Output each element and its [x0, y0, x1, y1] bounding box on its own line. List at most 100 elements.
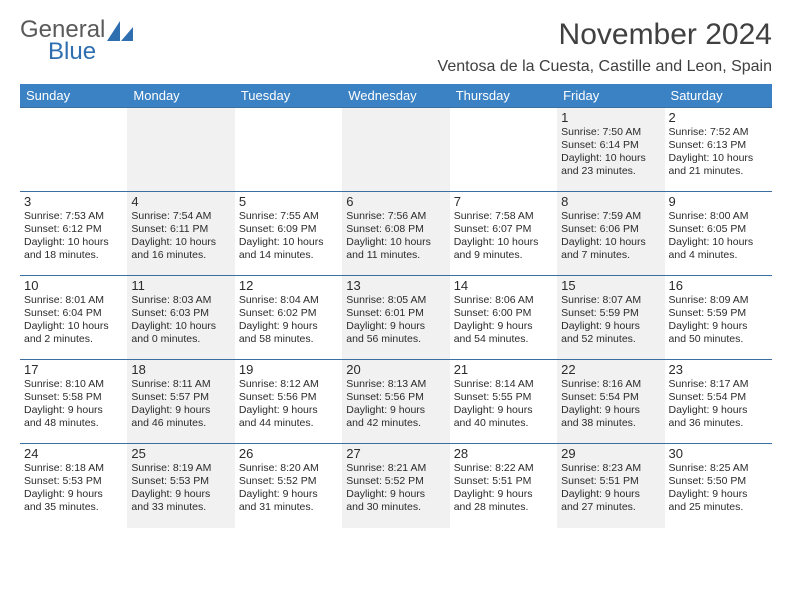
calendar-cell: 2Sunrise: 7:52 AMSunset: 6:13 PMDaylight… — [665, 108, 772, 192]
daylight-text: and 11 minutes. — [346, 249, 445, 262]
calendar-cell — [20, 108, 127, 192]
sunrise-text: Sunrise: 8:14 AM — [454, 378, 553, 391]
sunset-text: Sunset: 5:50 PM — [669, 475, 768, 488]
calendar-cell: 18Sunrise: 8:11 AMSunset: 5:57 PMDayligh… — [127, 360, 234, 444]
sunset-text: Sunset: 5:51 PM — [454, 475, 553, 488]
sunrise-text: Sunrise: 8:03 AM — [131, 294, 230, 307]
location-subtitle: Ventosa de la Cuesta, Castille and Leon,… — [438, 58, 772, 76]
sunset-text: Sunset: 5:58 PM — [24, 391, 123, 404]
sunrise-text: Sunrise: 7:52 AM — [669, 126, 768, 139]
sunset-text: Sunset: 5:59 PM — [669, 307, 768, 320]
calendar-cell: 8Sunrise: 7:59 AMSunset: 6:06 PMDaylight… — [557, 192, 664, 276]
day-number: 14 — [454, 278, 553, 293]
sunset-text: Sunset: 5:52 PM — [239, 475, 338, 488]
sunset-text: Sunset: 6:01 PM — [346, 307, 445, 320]
sunset-text: Sunset: 5:53 PM — [24, 475, 123, 488]
day-number: 2 — [669, 110, 768, 125]
sunrise-text: Sunrise: 7:56 AM — [346, 210, 445, 223]
day-number: 23 — [669, 362, 768, 377]
day-number: 1 — [561, 110, 660, 125]
weekday-header: Monday — [127, 84, 234, 108]
weekday-header: Wednesday — [342, 84, 449, 108]
sunrise-text: Sunrise: 8:12 AM — [239, 378, 338, 391]
sunrise-text: Sunrise: 7:58 AM — [454, 210, 553, 223]
weekday-header: Sunday — [20, 84, 127, 108]
calendar-cell — [450, 108, 557, 192]
sunrise-text: Sunrise: 8:18 AM — [24, 462, 123, 475]
sunset-text: Sunset: 6:03 PM — [131, 307, 230, 320]
daylight-text: Daylight: 10 hours — [561, 152, 660, 165]
daylight-text: and 30 minutes. — [346, 501, 445, 514]
day-number: 17 — [24, 362, 123, 377]
day-number: 29 — [561, 446, 660, 461]
calendar-cell: 17Sunrise: 8:10 AMSunset: 5:58 PMDayligh… — [20, 360, 127, 444]
calendar-cell: 25Sunrise: 8:19 AMSunset: 5:53 PMDayligh… — [127, 444, 234, 528]
header: General Blue November 2024 Ventosa de la… — [20, 18, 772, 76]
sunset-text: Sunset: 6:04 PM — [24, 307, 123, 320]
calendar-cell: 16Sunrise: 8:09 AMSunset: 5:59 PMDayligh… — [665, 276, 772, 360]
calendar-cell: 13Sunrise: 8:05 AMSunset: 6:01 PMDayligh… — [342, 276, 449, 360]
daylight-text: Daylight: 9 hours — [669, 488, 768, 501]
day-number: 19 — [239, 362, 338, 377]
sunset-text: Sunset: 5:56 PM — [239, 391, 338, 404]
sunset-text: Sunset: 6:14 PM — [561, 139, 660, 152]
daylight-text: and 4 minutes. — [669, 249, 768, 262]
daylight-text: Daylight: 10 hours — [24, 320, 123, 333]
daylight-text: Daylight: 9 hours — [346, 488, 445, 501]
daylight-text: and 44 minutes. — [239, 417, 338, 430]
calendar-table: Sunday Monday Tuesday Wednesday Thursday… — [20, 84, 772, 528]
daylight-text: Daylight: 9 hours — [346, 320, 445, 333]
sunrise-text: Sunrise: 8:25 AM — [669, 462, 768, 475]
daylight-text: Daylight: 10 hours — [131, 320, 230, 333]
sunset-text: Sunset: 6:00 PM — [454, 307, 553, 320]
day-number: 13 — [346, 278, 445, 293]
calendar-row: 3Sunrise: 7:53 AMSunset: 6:12 PMDaylight… — [20, 192, 772, 276]
sunset-text: Sunset: 5:52 PM — [346, 475, 445, 488]
sunset-text: Sunset: 5:54 PM — [669, 391, 768, 404]
daylight-text: and 42 minutes. — [346, 417, 445, 430]
calendar-cell: 14Sunrise: 8:06 AMSunset: 6:00 PMDayligh… — [450, 276, 557, 360]
daylight-text: Daylight: 9 hours — [669, 404, 768, 417]
daylight-text: Daylight: 10 hours — [561, 236, 660, 249]
daylight-text: Daylight: 10 hours — [669, 152, 768, 165]
calendar-row: 10Sunrise: 8:01 AMSunset: 6:04 PMDayligh… — [20, 276, 772, 360]
sunset-text: Sunset: 6:02 PM — [239, 307, 338, 320]
calendar-row: 24Sunrise: 8:18 AMSunset: 5:53 PMDayligh… — [20, 444, 772, 528]
calendar-cell: 3Sunrise: 7:53 AMSunset: 6:12 PMDaylight… — [20, 192, 127, 276]
sunrise-text: Sunrise: 8:10 AM — [24, 378, 123, 391]
daylight-text: and 50 minutes. — [669, 333, 768, 346]
daylight-text: and 7 minutes. — [561, 249, 660, 262]
day-number: 25 — [131, 446, 230, 461]
sunset-text: Sunset: 5:53 PM — [131, 475, 230, 488]
daylight-text: Daylight: 9 hours — [669, 320, 768, 333]
sunrise-text: Sunrise: 8:06 AM — [454, 294, 553, 307]
sunrise-text: Sunrise: 8:04 AM — [239, 294, 338, 307]
day-number: 10 — [24, 278, 123, 293]
weekday-header-row: Sunday Monday Tuesday Wednesday Thursday… — [20, 84, 772, 108]
sunset-text: Sunset: 5:59 PM — [561, 307, 660, 320]
daylight-text: Daylight: 10 hours — [669, 236, 768, 249]
calendar-cell: 22Sunrise: 8:16 AMSunset: 5:54 PMDayligh… — [557, 360, 664, 444]
sunrise-text: Sunrise: 8:05 AM — [346, 294, 445, 307]
calendar-cell: 6Sunrise: 7:56 AMSunset: 6:08 PMDaylight… — [342, 192, 449, 276]
sunset-text: Sunset: 5:56 PM — [346, 391, 445, 404]
calendar-row: 17Sunrise: 8:10 AMSunset: 5:58 PMDayligh… — [20, 360, 772, 444]
day-number: 26 — [239, 446, 338, 461]
sunset-text: Sunset: 6:12 PM — [24, 223, 123, 236]
daylight-text: and 27 minutes. — [561, 501, 660, 514]
sunset-text: Sunset: 6:06 PM — [561, 223, 660, 236]
daylight-text: and 0 minutes. — [131, 333, 230, 346]
daylight-text: and 38 minutes. — [561, 417, 660, 430]
day-number: 8 — [561, 194, 660, 209]
daylight-text: and 14 minutes. — [239, 249, 338, 262]
calendar-cell — [235, 108, 342, 192]
daylight-text: and 52 minutes. — [561, 333, 660, 346]
day-number: 6 — [346, 194, 445, 209]
daylight-text: and 36 minutes. — [669, 417, 768, 430]
sunrise-text: Sunrise: 8:17 AM — [669, 378, 768, 391]
day-number: 11 — [131, 278, 230, 293]
daylight-text: Daylight: 10 hours — [24, 236, 123, 249]
calendar-cell: 5Sunrise: 7:55 AMSunset: 6:09 PMDaylight… — [235, 192, 342, 276]
daylight-text: Daylight: 9 hours — [24, 404, 123, 417]
daylight-text: and 54 minutes. — [454, 333, 553, 346]
